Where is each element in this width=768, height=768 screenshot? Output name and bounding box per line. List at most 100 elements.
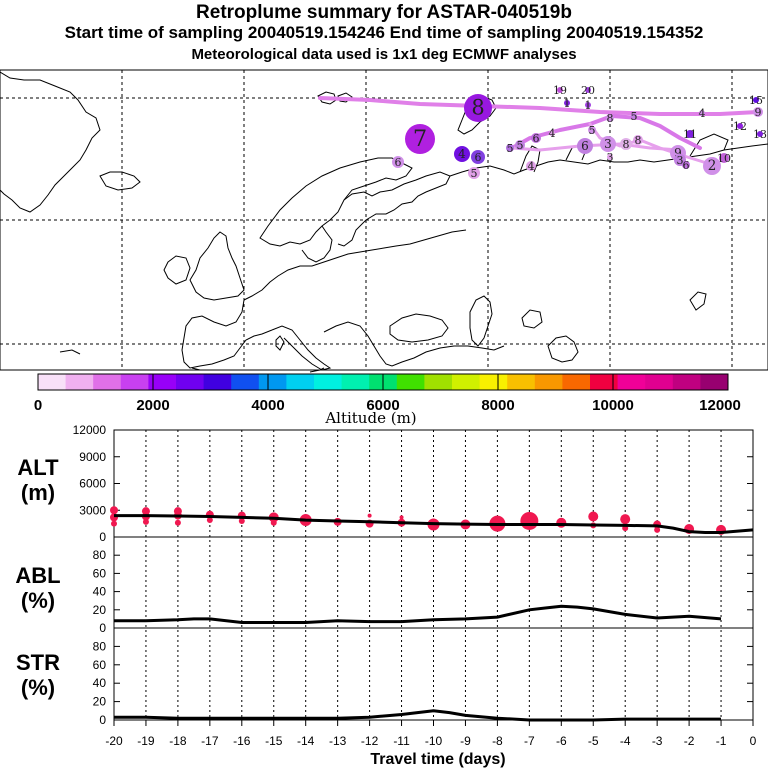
colorbar-tick: 2000 (136, 397, 169, 414)
map-point-marker (633, 135, 643, 145)
colorbar-dividers (152, 374, 614, 390)
alt-point (556, 517, 567, 528)
map-point-marker (515, 140, 525, 150)
str-ytick: 20 (93, 695, 107, 709)
map-point: 6 (471, 150, 485, 164)
x-tick-label: -20 (105, 734, 123, 748)
x-tick-label: -9 (460, 734, 471, 748)
map-point-marker (468, 167, 480, 179)
map-point-marker (464, 94, 492, 122)
map-point: 10 (717, 152, 731, 165)
abl-ytick: 40 (93, 585, 107, 599)
abl-ytick: 20 (93, 603, 107, 617)
map-point: 8 (606, 112, 614, 125)
x-tick-label: -18 (169, 734, 187, 748)
map-point-marker (577, 138, 593, 154)
map-point: 13 (753, 128, 767, 141)
abl-ytick: 80 (93, 548, 107, 562)
str-panel-title: STR (16, 650, 60, 675)
colorbar-cell (38, 374, 67, 390)
str-ytick: 40 (93, 676, 107, 690)
alt-ytick: 6000 (79, 477, 106, 491)
map-point-label: 6 (395, 156, 402, 169)
map-grid (0, 70, 768, 370)
x-tick-label: -6 (556, 734, 567, 748)
map-point-marker (631, 113, 637, 119)
colorbar-cell (452, 374, 481, 390)
map-point-label: 19 (553, 84, 567, 97)
map-point-label: 5 (507, 142, 514, 155)
map-point: 8 (464, 94, 492, 122)
map-point-marker (526, 161, 536, 171)
map-point-label: 4 (528, 160, 535, 173)
map-point: 12 (733, 120, 747, 133)
map-point: 4 (699, 107, 706, 120)
colorbar-cell (258, 374, 287, 390)
y-tick-marks (114, 429, 753, 721)
colorbar-cell (479, 374, 508, 390)
alt-point (399, 515, 404, 520)
colorbar-cell (672, 374, 701, 390)
abl-panel-title: ABL (15, 563, 60, 588)
colorbar-cell (590, 374, 619, 390)
map-point-label: 8 (607, 112, 614, 125)
alt-ytick: 3000 (79, 503, 106, 517)
map-point-marker (607, 154, 613, 160)
map-point-marker (682, 161, 690, 169)
x-tick-label: -10 (425, 734, 443, 748)
map-point-marker (699, 110, 705, 116)
map-point-marker (557, 87, 563, 93)
map-point: 5 (468, 167, 480, 180)
track-south (510, 142, 682, 152)
map-point: 3 (607, 151, 614, 164)
map-point-marker (392, 156, 404, 168)
map-point: 6 (682, 159, 690, 172)
colorbar-tick: 10000 (592, 397, 634, 414)
colorbar-tick: 4000 (251, 397, 284, 414)
str-panel-unit: (%) (21, 675, 55, 700)
map-point: 6 (392, 156, 404, 169)
map-point-label: 6 (581, 139, 589, 153)
map-point: 4 (454, 146, 470, 162)
map-point-label: 2 (708, 158, 717, 174)
map-point-marker (454, 146, 470, 162)
map-point-marker (588, 126, 596, 134)
alt-point (367, 513, 372, 518)
map-point-marker (703, 157, 721, 175)
x-tick-label: -14 (297, 734, 315, 748)
abl-line (114, 604, 722, 624)
colorbar-cell (562, 374, 591, 390)
map-point: 11 (683, 128, 697, 141)
colorbar-cell (176, 374, 205, 390)
sampling-times: Start time of sampling 20040519.154246 E… (64, 23, 704, 42)
map-point-label: 4 (699, 107, 706, 120)
colorbar-cell (534, 374, 563, 390)
map-point: 15 (749, 94, 763, 107)
alt-point (174, 519, 181, 526)
map-point: 19 (553, 84, 567, 97)
map-point-label: 8 (623, 138, 630, 151)
alt-point (142, 518, 149, 525)
colorbar-tick: 12000 (699, 397, 741, 414)
colorbar-tick: 6000 (366, 397, 399, 414)
map-point: 5 (588, 124, 596, 137)
map-point-label: 4 (458, 147, 466, 161)
map-point-label: 3 (604, 137, 612, 151)
x-tick-label: -3 (652, 734, 663, 748)
meteo-note: Meteorological data used is 1x1 deg ECMW… (191, 46, 577, 63)
x-tick-label: -5 (588, 734, 599, 748)
map-point-marker (585, 87, 591, 93)
map-point-marker (600, 136, 616, 152)
map-point-label: 3 (607, 151, 614, 164)
map-point-marker (405, 124, 435, 154)
map-point: 9 (753, 106, 763, 119)
map-point: 1 (585, 99, 592, 112)
colorbar-cell (231, 374, 260, 390)
map-point: 4 (549, 127, 556, 140)
map-point: 5 (515, 139, 525, 152)
alt-ytick: 0 (99, 530, 106, 544)
colorbar-cell (396, 374, 425, 390)
map-point: 7 (405, 124, 435, 154)
